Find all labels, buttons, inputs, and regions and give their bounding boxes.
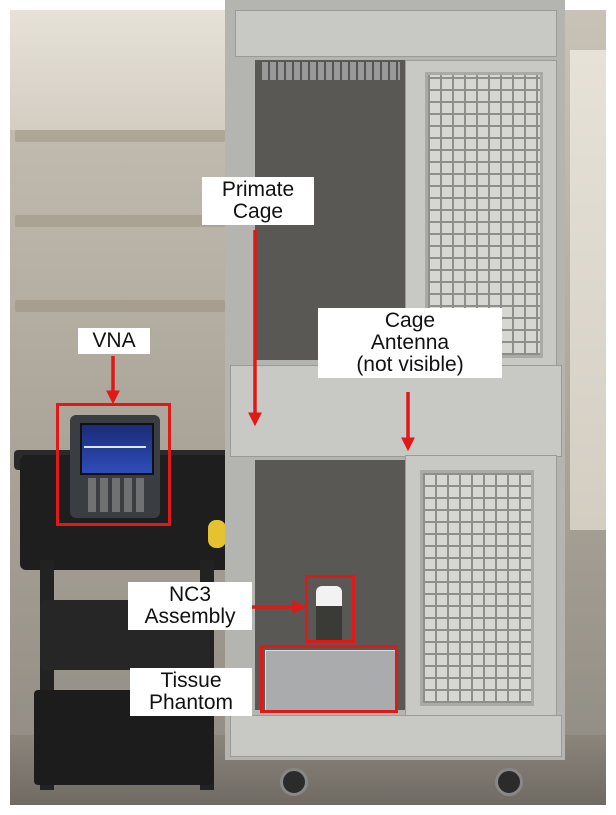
tissue-phantom-label: Tissue Phantom (130, 668, 252, 716)
nc3-highlight-box (305, 575, 355, 643)
primate-cage-label: Primate Cage (202, 177, 314, 225)
background-window (570, 50, 606, 530)
vna-keypad (88, 478, 144, 512)
cage-wheel (280, 768, 308, 796)
nc3-cap (316, 586, 342, 608)
cage-base (230, 715, 562, 757)
primate-cage (225, 0, 565, 760)
background-window (10, 10, 230, 130)
yellow-handle (208, 520, 226, 548)
vna-screen (80, 423, 154, 475)
nc3-body (316, 606, 342, 640)
cage-top-frame (235, 10, 557, 57)
cage-upper-rack (260, 62, 400, 80)
tissue-phantom-highlight-box (260, 645, 398, 713)
cage-antenna-label: Cage Antenna (not visible) (318, 308, 502, 378)
nc3-assembly-label: NC3 Assembly (128, 582, 252, 630)
cage-lower-mesh (420, 470, 534, 706)
tissue-phantom-block (265, 650, 397, 712)
background-shelf (15, 130, 225, 142)
cage-wheel (495, 768, 523, 796)
vna-trace (84, 446, 146, 448)
background-shelf (15, 300, 225, 312)
vna-highlight-box (56, 403, 171, 526)
background-shelf (15, 215, 225, 227)
vna-label: VNA (78, 328, 150, 354)
cage-middle-divider (230, 365, 562, 457)
